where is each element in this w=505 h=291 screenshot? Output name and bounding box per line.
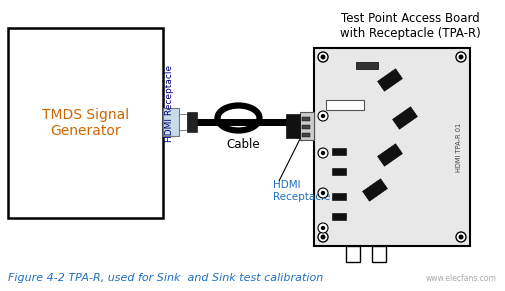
Bar xyxy=(300,112,314,140)
Circle shape xyxy=(322,191,325,194)
Bar xyxy=(332,148,346,155)
Text: HDMI TPA-R 01: HDMI TPA-R 01 xyxy=(456,123,462,172)
Bar xyxy=(378,144,402,166)
Circle shape xyxy=(318,148,328,158)
Circle shape xyxy=(318,111,328,121)
Bar xyxy=(187,112,197,132)
Circle shape xyxy=(321,235,325,239)
Text: TMDS Signal
Generator: TMDS Signal Generator xyxy=(42,108,129,138)
Bar xyxy=(163,108,179,136)
Text: www.elecfans.com: www.elecfans.com xyxy=(426,274,497,283)
Text: Cable: Cable xyxy=(227,138,260,151)
Circle shape xyxy=(456,232,466,242)
Ellipse shape xyxy=(218,106,260,130)
Bar xyxy=(314,48,470,246)
Circle shape xyxy=(459,55,463,59)
Bar xyxy=(378,69,402,91)
Text: Test Point Access Board
with Receptacle (TPA-R): Test Point Access Board with Receptacle … xyxy=(340,12,480,40)
Text: Figure 4-2 TPA-R, used for Sink  and Sink test calibration: Figure 4-2 TPA-R, used for Sink and Sink… xyxy=(8,273,323,283)
Circle shape xyxy=(322,152,325,155)
Bar xyxy=(302,133,310,137)
Bar xyxy=(392,107,418,129)
Bar xyxy=(302,125,310,129)
Circle shape xyxy=(318,188,328,198)
Bar xyxy=(332,193,346,200)
Bar xyxy=(8,28,163,218)
Circle shape xyxy=(322,226,325,230)
Bar xyxy=(326,100,364,110)
Circle shape xyxy=(318,232,328,242)
Bar xyxy=(179,114,187,130)
Bar xyxy=(372,246,386,262)
Circle shape xyxy=(456,52,466,62)
Text: HDMI Receptacle: HDMI Receptacle xyxy=(165,64,174,141)
Bar xyxy=(363,179,387,201)
Bar xyxy=(332,168,346,175)
Text: HDMI
Receptacle: HDMI Receptacle xyxy=(273,180,330,202)
Bar xyxy=(302,117,310,121)
Circle shape xyxy=(321,55,325,59)
Circle shape xyxy=(318,52,328,62)
Bar xyxy=(286,114,300,138)
Circle shape xyxy=(318,223,328,233)
Bar xyxy=(332,213,346,220)
Bar xyxy=(356,62,378,69)
Bar xyxy=(346,246,360,262)
Circle shape xyxy=(459,235,463,239)
Circle shape xyxy=(322,114,325,118)
